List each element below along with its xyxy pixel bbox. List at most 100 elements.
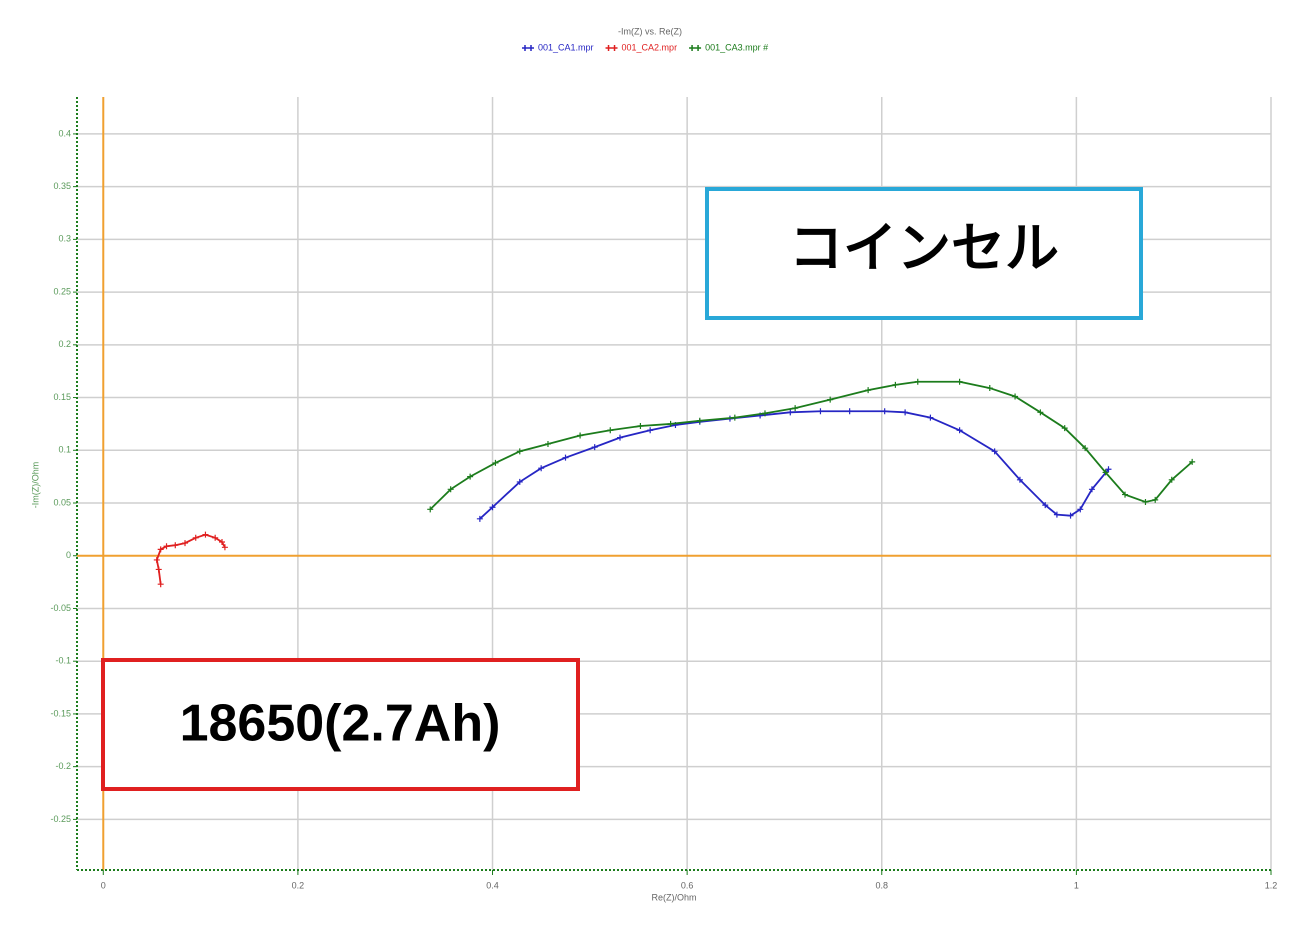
- data-point: [1189, 458, 1196, 465]
- legend-marker: [522, 45, 534, 51]
- y-tick-label: 0.25: [53, 286, 71, 296]
- data-point: [155, 566, 162, 573]
- data-point: [731, 414, 738, 421]
- data-point: [892, 381, 899, 388]
- data-point: [792, 405, 799, 412]
- x-tick-label: 1: [1074, 880, 1079, 890]
- data-point: [1142, 498, 1149, 505]
- data-point: [927, 414, 934, 421]
- y-tick-label: -0.1: [55, 656, 71, 666]
- data-point: [986, 385, 993, 392]
- data-point: [1088, 486, 1095, 493]
- data-point: [1067, 512, 1074, 519]
- y-tick-label: 0.1: [58, 445, 71, 455]
- y-tick-label: 0.3: [58, 234, 71, 244]
- data-point: [516, 478, 523, 485]
- data-point: [1077, 506, 1084, 513]
- series-line: [155, 533, 226, 585]
- data-point: [1105, 466, 1112, 473]
- y-tick-label: -0.05: [50, 603, 71, 613]
- annotation-box: [705, 187, 1143, 320]
- data-point: [667, 420, 674, 427]
- data-point: [1042, 502, 1049, 509]
- data-point: [516, 448, 523, 455]
- data-point: [761, 410, 768, 417]
- data-point: [991, 448, 998, 455]
- series-line: [429, 380, 1193, 510]
- legend-marker: [689, 45, 702, 51]
- data-point: [492, 459, 499, 466]
- data-point: [1082, 445, 1089, 452]
- legend-label: 001_CA3.mpr #: [705, 42, 768, 52]
- annotation: コインセル: [789, 218, 1059, 278]
- chart-title: -Im(Z) vs. Re(Z): [618, 26, 682, 36]
- data-point: [647, 427, 654, 434]
- data-point: [1012, 393, 1019, 400]
- data-point: [163, 543, 170, 550]
- y-tick-label: -0.25: [50, 814, 71, 824]
- data-point: [956, 378, 963, 385]
- data-point: [562, 454, 569, 461]
- x-tick-label: 1.2: [1265, 880, 1278, 890]
- y-axis-label: -Im(Z)/Ohm: [30, 462, 40, 509]
- data-point: [817, 408, 824, 415]
- data-point: [218, 539, 225, 546]
- data-point: [1016, 476, 1023, 483]
- data-point: [956, 427, 963, 434]
- y-tick-label: 0.05: [53, 497, 71, 507]
- legend-label: 001_CA1.mpr: [538, 42, 594, 52]
- data-point: [846, 408, 853, 415]
- y-tick-label: -0.2: [55, 761, 71, 771]
- data-point: [489, 504, 496, 511]
- data-point: [865, 387, 872, 394]
- data-point: [607, 427, 614, 434]
- data-point: [202, 531, 209, 538]
- data-point: [1168, 476, 1175, 483]
- y-tick-label: 0.35: [53, 181, 71, 191]
- data-point: [616, 434, 623, 441]
- data-point: [157, 581, 164, 588]
- data-point: [787, 409, 794, 416]
- data-point: [544, 440, 551, 447]
- x-tick-label: 0.4: [486, 880, 499, 890]
- y-tick-label: 0: [66, 550, 71, 560]
- data-point: [902, 409, 909, 416]
- data-point: [827, 396, 834, 403]
- data-point: [1037, 409, 1044, 416]
- plot-area: [73, 97, 1272, 875]
- data-point: [914, 378, 921, 385]
- data-point: [476, 515, 483, 522]
- data-point: [212, 534, 219, 541]
- x-tick-label: 0: [101, 880, 106, 890]
- x-tick-label: 0.8: [876, 880, 889, 890]
- data-point: [447, 486, 454, 493]
- data-point: [427, 506, 434, 513]
- data-point: [1152, 496, 1159, 503]
- data-point: [157, 546, 164, 553]
- data-point: [1122, 491, 1129, 498]
- data-point: [538, 465, 545, 472]
- y-tick-label: -0.15: [50, 708, 71, 718]
- annotation-box: [101, 658, 580, 791]
- data-point: [1061, 425, 1068, 432]
- annotation: 18650(2.7Ah): [180, 695, 501, 753]
- data-point: [696, 417, 703, 424]
- data-point: [153, 556, 160, 563]
- y-tick-label: 0.2: [58, 339, 71, 349]
- x-tick-label: 0.6: [681, 880, 694, 890]
- data-point: [1053, 511, 1060, 518]
- y-tick-label: 0.15: [53, 392, 71, 402]
- data-point: [221, 544, 228, 551]
- data-point: [1102, 469, 1109, 476]
- data-point: [591, 444, 598, 451]
- x-axis-label: Re(Z)/Ohm: [652, 892, 697, 902]
- data-point: [881, 408, 888, 415]
- data-point: [172, 542, 179, 549]
- legend-label: 001_CA2.mpr: [622, 42, 678, 52]
- legend-marker: [605, 45, 618, 51]
- y-tick-label: 0.4: [58, 128, 71, 138]
- x-tick-label: 0.2: [292, 880, 305, 890]
- data-point: [192, 534, 199, 541]
- data-point: [467, 473, 474, 480]
